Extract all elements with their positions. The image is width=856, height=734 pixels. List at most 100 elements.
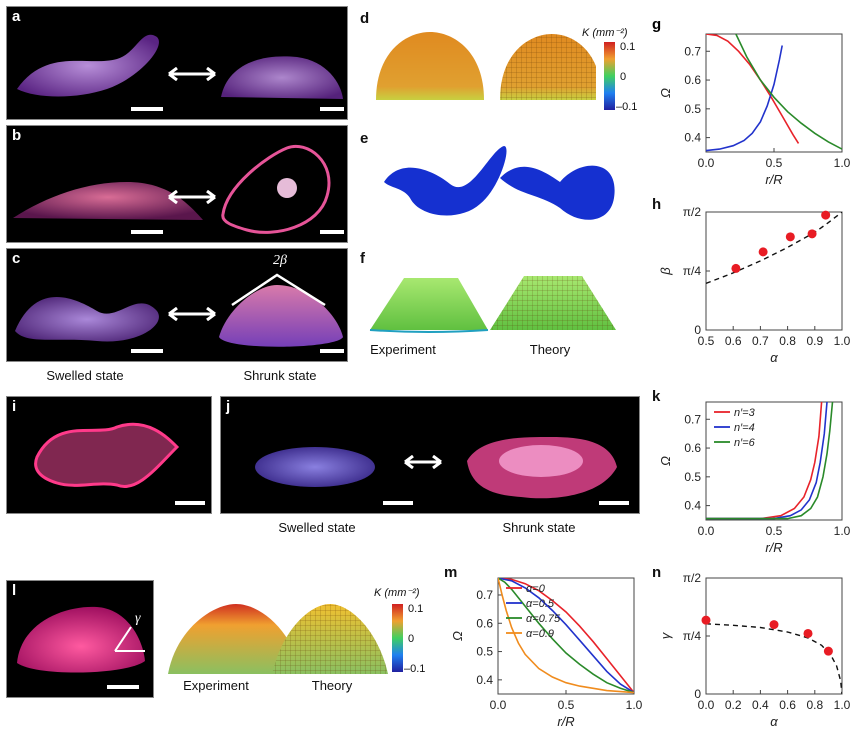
colorbar (604, 42, 615, 110)
y-tick-label: 0.7 (684, 412, 701, 426)
y-axis-label: β (658, 267, 673, 276)
plot-frame (705, 211, 843, 331)
swelled-sheet-b (13, 144, 331, 234)
x-axis-label: r/R (557, 714, 574, 729)
disk-sheet-j (255, 437, 617, 499)
chart-k: 0.0 0.5 1.0 0.4 0.5 0.6 0.7 r/R Ωn′=3 n′=4 n′=6 (658, 401, 851, 555)
plot-frame (497, 577, 635, 695)
photo-panel-i: i (6, 396, 212, 514)
scale-bar (320, 349, 344, 353)
scale-bar (599, 501, 629, 505)
x-axis-label: α (770, 350, 778, 365)
y-tick-label: 0.7 (684, 44, 701, 58)
x-tick-label: 0.5 (558, 698, 575, 712)
series-line-α=0.9 (498, 578, 634, 694)
y-axis-label: Ω (450, 631, 465, 641)
series-line-green (735, 34, 842, 150)
data-point (821, 210, 831, 220)
x-tick-label: 0.7 (752, 334, 769, 348)
simulated-dome-l (168, 604, 388, 674)
swelled-sheet-c (15, 273, 343, 347)
dome-sheet-l (17, 606, 145, 673)
panel-label-m: m (444, 564, 458, 581)
scale-bar (175, 501, 205, 505)
series-line-blue (706, 45, 783, 152)
fit-curve (706, 212, 842, 285)
y-tick-label: 0 (694, 323, 701, 337)
caption-shrunk-state: Shrunk state (243, 368, 317, 383)
legend-label: α=0.75 (526, 613, 561, 625)
x-axis-label: r/R (765, 540, 782, 555)
data-point (701, 615, 711, 625)
simulated-dome-d (376, 32, 596, 100)
x-tick-label: 0.9 (806, 334, 823, 348)
y-tick-label: 0.5 (476, 645, 493, 659)
series-line-α=0 (498, 578, 634, 694)
angle-label-2beta: 2β (273, 253, 287, 268)
y-tick-label: π/2 (683, 205, 702, 219)
plot-frame (705, 401, 843, 521)
x-axis-label: r/R (765, 172, 782, 187)
colorbar-label: K (mm⁻²) (582, 27, 628, 39)
fit-curve (706, 623, 842, 694)
y-tick-label: 0.7 (476, 588, 493, 602)
y-tick-label: 0.4 (684, 131, 701, 145)
simulated-cone-f (369, 276, 616, 333)
swelled-sheet-a (17, 34, 343, 99)
y-tick-label: 0.6 (476, 616, 493, 630)
series-line-n′=3 (706, 402, 823, 520)
colorbar-tick-mid: 0 (620, 71, 627, 83)
x-tick-label: 0.0 (490, 698, 507, 712)
y-tick-label: 0.4 (476, 673, 493, 687)
caption-experiment-l: Experiment (183, 678, 249, 693)
y-axis-label: Ω (658, 88, 673, 98)
chart-m: 0.0 0.5 1.0 0.4 0.5 0.6 0.7 r/R Ωα=0 α=0.5 α=0.75 α… (450, 577, 643, 729)
caption-swelled-state: Swelled state (46, 368, 124, 383)
colorbar-tick-max: 0.1 (620, 41, 636, 53)
series-line-α=0.75 (498, 578, 634, 694)
legend-label: n′=4 (734, 422, 755, 434)
caption-swelled-state-j: Swelled state (278, 520, 356, 535)
x-tick-label: 0.5 (766, 524, 783, 538)
x-tick-label: 0.0 (698, 524, 715, 538)
y-tick-label: 0.6 (684, 73, 701, 87)
panel-label-i: i (12, 398, 17, 415)
panel-label-g: g (652, 16, 662, 33)
wavy-sheet-i (34, 422, 180, 488)
series-line-n′=6 (706, 402, 834, 520)
series-line-red (706, 34, 800, 144)
series-line-α=0.5 (498, 578, 634, 694)
scale-bar (131, 230, 163, 234)
legend-label: α=0.5 (526, 598, 555, 610)
colorbar-label-l: K (mm⁻²) (374, 587, 420, 599)
data-point (807, 229, 817, 239)
x-tick-label: 0.0 (698, 156, 715, 170)
x-tick-label: 0.5 (698, 334, 715, 348)
scale-bar (320, 107, 344, 111)
photo-panel-c: c 2β (6, 248, 348, 362)
y-tick-label: 0 (694, 687, 701, 701)
photo-panel-b: b (6, 125, 348, 243)
legend-label: n′=3 (734, 407, 756, 419)
data-point (803, 628, 813, 638)
data-point (785, 232, 795, 242)
photo-panel-a: a (6, 6, 348, 120)
double-arrow-icon (168, 190, 216, 204)
x-tick-label: 1.0 (834, 698, 851, 712)
scale-bar (383, 501, 413, 505)
double-arrow-icon (168, 307, 216, 321)
panel-label-c: c (12, 250, 21, 267)
panel-label-j: j (226, 398, 231, 415)
x-tick-label: 0.5 (766, 156, 783, 170)
colorbar-tick-min: –0.1 (616, 101, 638, 113)
plot-frame (705, 33, 843, 153)
x-tick-label: 0.6 (725, 334, 742, 348)
scale-bar (107, 685, 139, 689)
scale-bar (320, 230, 344, 234)
colorbar-l (392, 604, 403, 672)
caption-theory-f: Theory (529, 342, 571, 357)
y-tick-label: π/4 (683, 629, 702, 643)
caption-theory-l: Theory (311, 678, 353, 693)
x-tick-label: 0.8 (806, 698, 823, 712)
x-tick-label: 1.0 (834, 334, 851, 348)
